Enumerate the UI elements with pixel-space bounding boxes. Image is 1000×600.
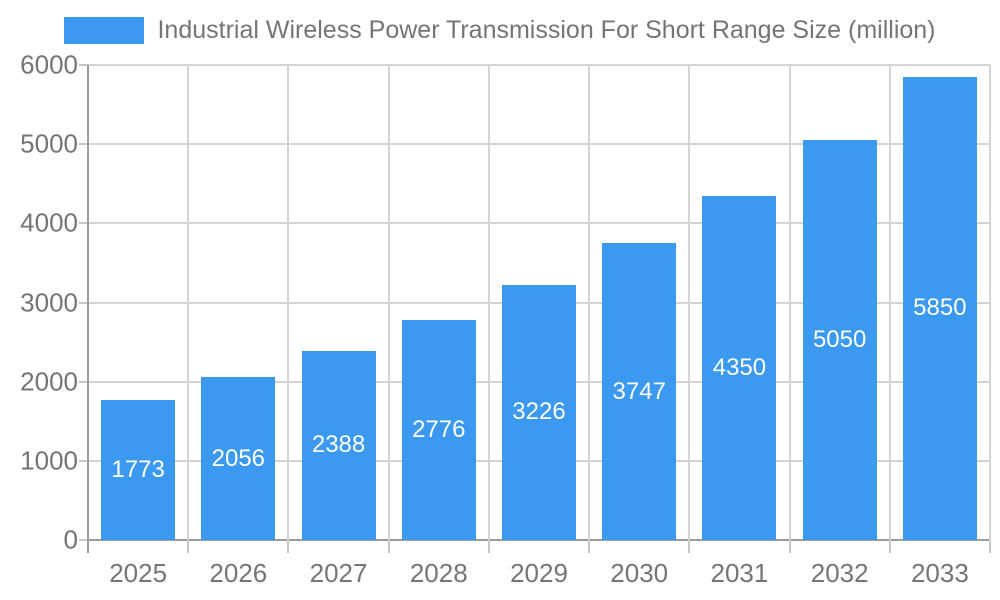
bar-text: 5050 xyxy=(812,326,867,354)
bar-text: 1773 xyxy=(111,455,165,483)
y-axis-tick-label: 3000 xyxy=(20,287,78,317)
y-axis-tick xyxy=(79,459,88,462)
bar-text: 2388 xyxy=(311,431,366,459)
v-gridline xyxy=(588,65,591,540)
x-axis-line xyxy=(88,539,990,541)
x-axis-tick-label: 2027 xyxy=(309,558,368,588)
x-axis-tick-label: 2029 xyxy=(510,558,568,588)
bar: 2388 xyxy=(301,350,376,540)
x-axis-tick xyxy=(888,540,891,553)
y-axis-tick xyxy=(79,301,88,304)
x-axis-tick xyxy=(487,540,490,553)
v-gridline xyxy=(788,65,791,540)
x-axis-tick-label: 2033 xyxy=(910,558,969,588)
bar-text: 2056 xyxy=(211,444,266,472)
x-axis-tick xyxy=(688,540,691,553)
x-axis-tick-label: 2028 xyxy=(409,558,468,588)
x-axis-tick xyxy=(287,540,290,553)
y-axis-tick xyxy=(79,143,88,146)
y-axis-tick xyxy=(79,222,88,225)
x-axis-tick-label: 2026 xyxy=(209,558,268,588)
v-gridline xyxy=(888,65,891,540)
y-axis-tick-label: 4000 xyxy=(20,207,78,238)
bar-text: 5850 xyxy=(913,294,967,322)
y-axis-tick-label: 2000 xyxy=(20,366,78,397)
bar: 3226 xyxy=(502,284,576,540)
h-gridline xyxy=(88,143,990,146)
y-axis-tick-label: 1000 xyxy=(20,445,78,476)
h-gridline xyxy=(88,222,990,225)
v-gridline xyxy=(989,65,991,540)
legend-label: Industrial Wireless Power Transmission F… xyxy=(157,16,936,44)
bar: 4350 xyxy=(702,195,777,540)
v-gridline xyxy=(287,65,290,540)
y-axis-line xyxy=(87,65,89,540)
v-gridline xyxy=(387,65,390,540)
legend-swatch xyxy=(64,17,145,44)
x-axis-tick xyxy=(387,540,390,553)
bar: 1773 xyxy=(101,399,176,540)
v-gridline xyxy=(187,65,190,540)
y-axis-tick xyxy=(79,64,88,66)
bar: 2776 xyxy=(401,320,476,540)
y-axis-tick xyxy=(79,539,88,541)
bar-text: 4350 xyxy=(712,353,767,381)
x-axis-tick xyxy=(87,540,89,553)
x-axis-tick-label: 2032 xyxy=(810,558,869,588)
bar: 5050 xyxy=(802,140,877,540)
v-gridline xyxy=(688,65,691,540)
x-axis-tick xyxy=(989,540,991,553)
bar-text: 3747 xyxy=(612,377,666,405)
bar-text: 3226 xyxy=(512,398,566,426)
y-axis-tick-label: 0 xyxy=(63,524,78,555)
y-axis-tick xyxy=(79,380,88,383)
bar: 3747 xyxy=(602,243,677,540)
y-axis-tick-label: 5000 xyxy=(20,128,78,159)
v-gridline xyxy=(487,65,490,540)
bar: 2056 xyxy=(201,377,276,540)
x-axis-tick-label: 2025 xyxy=(109,558,168,588)
x-axis-tick-label: 2030 xyxy=(610,558,669,588)
x-axis-tick xyxy=(788,540,791,553)
x-axis-tick xyxy=(588,540,591,553)
y-axis-tick-label: 6000 xyxy=(20,49,78,80)
x-axis-tick-label: 2031 xyxy=(710,558,769,588)
legend: Industrial Wireless Power Transmission F… xyxy=(0,16,1000,45)
bar-text: 2776 xyxy=(412,416,466,444)
x-axis-tick xyxy=(187,540,190,553)
bar: 5850 xyxy=(902,76,977,540)
h-gridline xyxy=(88,64,990,66)
